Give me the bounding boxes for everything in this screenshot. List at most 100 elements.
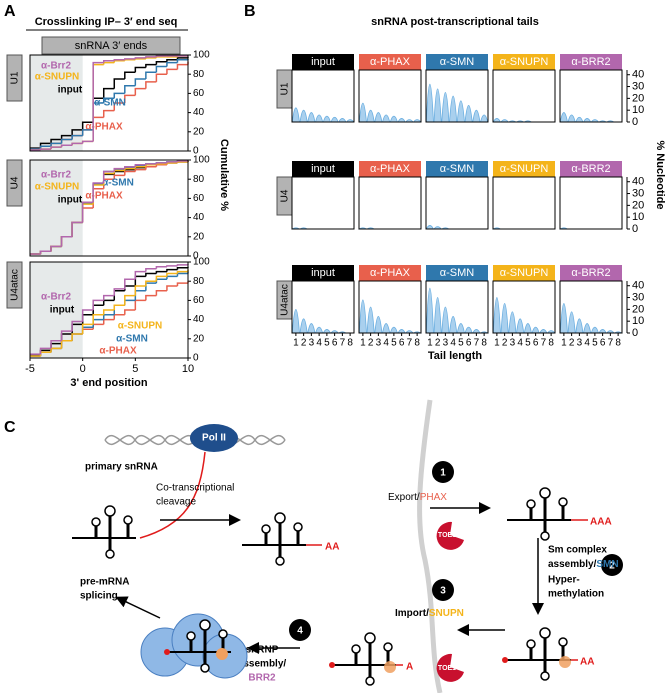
step-segment bbox=[145, 165, 157, 170]
step-segment bbox=[166, 61, 178, 67]
step-segment bbox=[155, 278, 167, 284]
tail-peak bbox=[500, 303, 509, 334]
y-tick-label: 10 bbox=[632, 104, 644, 116]
step-segment bbox=[113, 304, 125, 315]
chart-title: Crosslinking IP– 3′ end seq bbox=[35, 16, 178, 28]
label: Export/PHAX bbox=[388, 492, 447, 503]
series-label: α-SNUPN bbox=[35, 182, 79, 193]
step-segment bbox=[113, 288, 125, 296]
tail-peak bbox=[397, 118, 406, 123]
row-label: U4atac bbox=[280, 284, 291, 316]
tail-peak bbox=[366, 109, 375, 123]
y-tick-label: 80 bbox=[193, 276, 205, 287]
plot-frame bbox=[358, 69, 422, 123]
tail-peak bbox=[425, 84, 434, 123]
y-tick-label: 20 bbox=[632, 92, 644, 104]
step-segment bbox=[155, 266, 167, 269]
y-tick-label: 80 bbox=[193, 69, 205, 80]
tail-peak bbox=[299, 109, 308, 123]
tail-peak bbox=[531, 326, 540, 334]
step-segment bbox=[166, 161, 178, 163]
series-label: α-Brr2 bbox=[41, 61, 71, 72]
tail-peak bbox=[338, 118, 347, 123]
x-axis-label: Tail length bbox=[428, 350, 482, 362]
tail-label: A bbox=[406, 662, 413, 673]
tail-peak bbox=[575, 116, 584, 123]
y-tick-label: 30 bbox=[632, 291, 644, 303]
column-header bbox=[426, 265, 488, 281]
x-tick-label: 4 bbox=[450, 338, 456, 349]
step-segment bbox=[124, 278, 136, 289]
step-segment bbox=[60, 144, 73, 148]
y-tick-label: 0 bbox=[632, 327, 638, 339]
tail-peak bbox=[433, 88, 442, 123]
step-segment bbox=[124, 59, 136, 61]
step-segment bbox=[145, 294, 157, 301]
step-segment bbox=[166, 162, 178, 164]
step-segment bbox=[176, 282, 188, 286]
y-tick-label: 10 bbox=[632, 211, 644, 223]
step-segment bbox=[166, 268, 178, 272]
x-tick-label: 3 bbox=[376, 338, 382, 349]
step-segment bbox=[92, 182, 104, 203]
series-label: α-PHAX bbox=[99, 346, 137, 357]
cap bbox=[164, 649, 170, 655]
x-tick-label: 6 bbox=[332, 338, 338, 349]
step-segment bbox=[81, 323, 94, 334]
plot-frame bbox=[559, 280, 623, 334]
y-tick-label: 0 bbox=[193, 353, 199, 364]
y-tick-label: 60 bbox=[193, 295, 205, 306]
step-segment bbox=[176, 267, 188, 270]
step-segment bbox=[81, 129, 94, 136]
step-segment bbox=[81, 203, 94, 223]
step-segment bbox=[145, 81, 157, 89]
x-tick-label: 5 bbox=[592, 338, 598, 349]
label: Hyper- bbox=[548, 575, 580, 586]
x-tick-label: 2 bbox=[502, 338, 508, 349]
plot-frame bbox=[559, 176, 623, 230]
sm-ring bbox=[216, 648, 228, 660]
step-segment bbox=[113, 78, 125, 89]
plot-frame bbox=[29, 261, 189, 359]
step-segment bbox=[176, 160, 188, 162]
label: assembly/SMN bbox=[548, 559, 619, 570]
tail-peak bbox=[425, 225, 435, 230]
tail-peak bbox=[389, 115, 399, 123]
tail-peak bbox=[508, 311, 517, 334]
x-tick-label: 1 bbox=[494, 338, 500, 349]
step-segment bbox=[113, 59, 125, 61]
label: primary snRNA bbox=[85, 462, 158, 473]
step-segment bbox=[81, 140, 94, 144]
step-segment bbox=[71, 129, 83, 136]
column-header bbox=[560, 161, 622, 177]
step-segment bbox=[134, 270, 146, 280]
snrna bbox=[240, 511, 308, 567]
y-tick-label: 30 bbox=[632, 80, 644, 92]
y-axis-label: Cumulative % bbox=[218, 139, 230, 211]
column-header-label: α-SMN bbox=[440, 56, 475, 68]
x-tick-label: 4 bbox=[584, 338, 590, 349]
factor: PHAX bbox=[420, 492, 448, 503]
column-header bbox=[292, 265, 354, 281]
series-label: α-PHAX bbox=[85, 122, 123, 133]
chart-title: snRNA post-transcriptional tails bbox=[371, 16, 539, 28]
step-segment bbox=[155, 73, 167, 82]
step-segment bbox=[102, 87, 115, 99]
shade bbox=[30, 160, 83, 256]
tail-peak bbox=[464, 105, 473, 123]
x-tick-label: 1 bbox=[427, 338, 433, 349]
x-tick-label: 6 bbox=[466, 338, 472, 349]
series-label: α-SMN bbox=[116, 334, 148, 345]
x-tick-label: 8 bbox=[414, 338, 420, 349]
step-segment bbox=[134, 66, 146, 73]
step-segment bbox=[60, 138, 73, 144]
column-header-label: α-SNUPN bbox=[500, 267, 549, 279]
step-segment bbox=[166, 59, 178, 62]
step-segment bbox=[113, 92, 125, 99]
step-segment bbox=[113, 304, 125, 310]
step-segment bbox=[39, 145, 52, 150]
series-label: α-SMN bbox=[102, 178, 134, 189]
tail-peak bbox=[472, 109, 481, 123]
step-segment bbox=[155, 270, 167, 274]
column-header-label: α-PHAX bbox=[370, 267, 411, 279]
